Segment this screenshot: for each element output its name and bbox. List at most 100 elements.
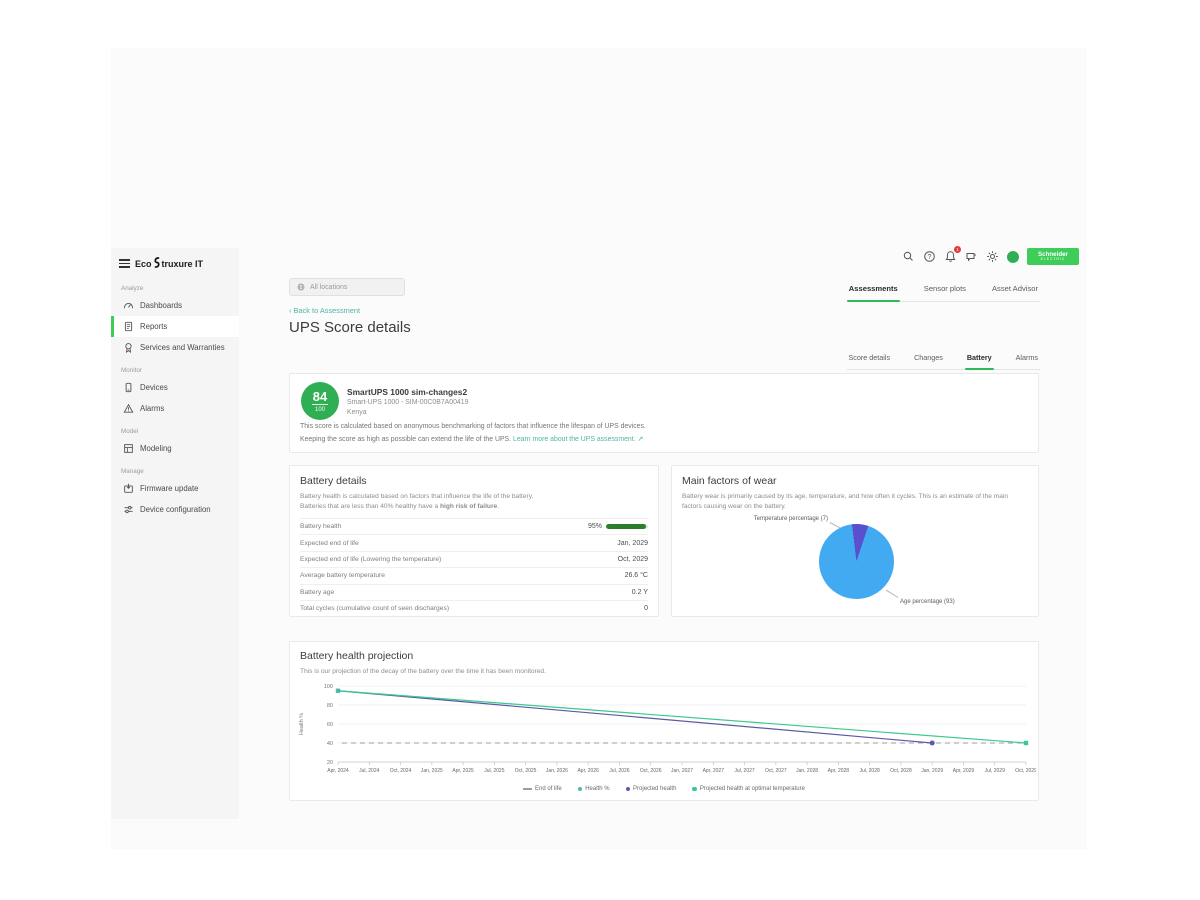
projection-chart-svg: 20 40 60 80 100 Apr, 2024 Jul, 2024 Oct, 2024 Ja…	[299, 684, 1037, 774]
svg-text:Apr, 2025: Apr, 2025	[452, 768, 474, 774]
svg-text:Apr, 2024: Apr, 2024	[327, 768, 349, 774]
ecostruxure-logo: Eco truxure IT	[135, 257, 203, 270]
svg-text:Jul, 2029: Jul, 2029	[985, 768, 1006, 774]
battery-row-value: Jan, 2029	[617, 540, 648, 547]
svg-text:Oct, 2028: Oct, 2028	[890, 768, 912, 774]
detail-tab-changes[interactable]: Changes	[914, 353, 943, 362]
detail-tab-battery[interactable]: Battery	[964, 350, 994, 370]
chart-legend: End of life Health % Projected health Proje…	[290, 786, 1038, 792]
help-icon[interactable]: ?	[923, 250, 936, 263]
svg-text:Oct, 2027: Oct, 2027	[765, 768, 787, 774]
wear-factors-description: Battery wear is primarily caused by its …	[682, 493, 1009, 510]
sidebar-section-manage: Manage	[121, 468, 144, 475]
sidebar-nav: Analyze Dashboards Reports Services and War…	[111, 276, 239, 520]
tab-asset-advisor[interactable]: Asset Advisor	[991, 284, 1038, 293]
sidebar-item-label: Modeling	[140, 444, 172, 453]
sidebar-item-label: Devices	[140, 383, 168, 392]
svg-text:Jan, 2027: Jan, 2027	[671, 768, 693, 774]
tab-assessments[interactable]: Assessments	[846, 281, 900, 302]
battery-details-description: Battery health is calculated based on fa…	[300, 492, 648, 511]
schneider-electric-logo[interactable]: Schneider ELECTRIC	[1027, 248, 1079, 265]
schneider-logo-line1: Schneider	[1038, 250, 1068, 258]
svg-text:Jul, 2026: Jul, 2026	[609, 768, 630, 774]
projection-description: This is our projection of the decay of t…	[300, 668, 546, 675]
svg-text:Oct, 2026: Oct, 2026	[640, 768, 662, 774]
legend-item-projected-health-at-optimal-temperature[interactable]: Projected health at optimal temperature	[692, 786, 805, 792]
legend-item-label: Projected health	[633, 786, 677, 792]
svg-text:20: 20	[327, 760, 333, 766]
battery-row-value-text: 95%	[587, 523, 602, 531]
legend-item-health-%[interactable]: Health %	[577, 786, 610, 792]
sidebar-item-reports[interactable]: Reports	[111, 316, 239, 337]
feedback-icon[interactable]	[965, 250, 978, 263]
sidebar-section-analyze: Analyze	[121, 285, 144, 292]
legend-item-label: Projected health at optimal temperature	[699, 786, 805, 792]
battery-row-average-battery-temperature: Average battery temperature 26.6 °C	[300, 567, 648, 583]
config-icon	[123, 504, 134, 515]
logo-text-prefix: Eco	[135, 258, 152, 269]
sidebar-item-alarms[interactable]: Alarms	[111, 398, 239, 419]
score-description-line1: This score is calculated based on anonym…	[300, 423, 646, 430]
schneider-logo-line2: ELECTRIC	[1040, 256, 1066, 261]
svg-text:40: 40	[327, 741, 333, 747]
svg-text:Jan, 2029: Jan, 2029	[921, 768, 943, 774]
location-filter[interactable]: All locations	[289, 278, 405, 296]
battery-row-value-text: 0.2 Y	[631, 588, 648, 596]
legend-item-end-of-life[interactable]: End of life	[523, 786, 562, 792]
sidebar-item-dashboards[interactable]: Dashboards	[111, 295, 239, 316]
page-title: UPS Score details	[289, 319, 411, 336]
detail-tabs: Score details Changes Battery Alarms	[846, 350, 1040, 370]
battery-row-expected-end-of-life-lowering-the-temperature: Expected end of life (Lowering the tempe…	[300, 550, 648, 567]
battery-row-label: Expected end of life	[300, 539, 359, 547]
detail-tab-score-details[interactable]: Score details	[848, 353, 891, 362]
battery-row-battery-age: Battery age 0.2 Y	[300, 583, 648, 600]
legend-item-label: Health %	[585, 786, 610, 792]
sidebar-item-label: Alarms	[140, 404, 165, 413]
tab-sensor-plots[interactable]: Sensor plots	[923, 284, 966, 293]
battery-row-label: Battery age	[300, 588, 335, 596]
back-to-assessment-link[interactable]: ‹ Back to Assessment	[289, 306, 360, 315]
globe-icon	[297, 283, 305, 291]
svg-text:Oct, 2024: Oct, 2024	[390, 768, 412, 774]
battery-row-value-text: 26.6 °C	[624, 572, 648, 580]
sidebar: Eco truxure IT Analyze Dashboards Reports S…	[111, 248, 239, 819]
legend-dot-icon	[625, 786, 631, 792]
learn-more-link-label: Learn more about the UPS assessment.	[513, 436, 636, 443]
battery-row-label: Total cycles (cumulative count of seen d…	[300, 605, 450, 613]
battery-row-label: Expected end of life (Lowering the tempe…	[300, 556, 442, 564]
score-description-line2-text: Keeping the score as high as possible ca…	[300, 436, 512, 443]
sidebar-item-device-configuration[interactable]: Device configuration	[111, 499, 239, 520]
brand-row: Eco truxure IT	[111, 248, 239, 276]
svg-text:Jul, 2027: Jul, 2027	[734, 768, 755, 774]
sidebar-section-model: Model	[121, 428, 139, 435]
search-icon[interactable]	[902, 250, 915, 263]
score-max: 100	[312, 404, 328, 413]
svg-text:Oct, 2025: Oct, 2025	[515, 768, 537, 774]
battery-desc-line2-suffix: .	[497, 502, 500, 510]
sidebar-item-devices[interactable]: Devices	[111, 377, 239, 398]
projection-chart: 20 40 60 80 100 Apr, 2024 Jul, 2024 Oct, 2024 Ja…	[294, 680, 1037, 780]
app-window: Eco truxure IT Analyze Dashboards Reports S…	[111, 48, 1087, 849]
legend-dash-icon	[523, 788, 532, 790]
svg-text:80: 80	[327, 703, 333, 709]
user-avatar[interactable]	[1007, 250, 1019, 263]
learn-more-link[interactable]: Learn more about the UPS assessment. ↗	[513, 436, 643, 443]
legend-item-projected-health[interactable]: Projected health	[625, 786, 677, 792]
sidebar-item-modeling[interactable]: Modeling	[111, 438, 239, 459]
back-link-label: Back to Assessment	[293, 306, 361, 315]
sidebar-item-firmware-update[interactable]: Firmware update	[111, 478, 239, 499]
svg-text:Health %: Health %	[299, 713, 305, 735]
detail-tab-alarms[interactable]: Alarms	[1015, 353, 1038, 362]
menu-hamburger-icon[interactable]	[119, 259, 130, 268]
battery-row-value-text: Oct, 2029	[617, 556, 648, 564]
firmware-icon	[123, 483, 134, 494]
notification-badge: 1	[954, 246, 961, 253]
battery-row-expected-end-of-life: Expected end of life Jan, 2029	[300, 534, 648, 550]
score-description-line2: Keeping the score as high as possible ca…	[300, 435, 643, 443]
battery-details-panel: Battery details Battery health is calcul…	[289, 465, 659, 617]
sidebar-item-label: Firmware update	[140, 484, 199, 493]
notifications-bell-icon[interactable]: 1	[944, 246, 961, 263]
settings-gear-icon[interactable]	[986, 250, 999, 263]
sidebar-item-services-and-warranties[interactable]: Services and Warranties	[111, 337, 239, 358]
battery-row-value-text: Jan, 2029	[617, 539, 648, 547]
